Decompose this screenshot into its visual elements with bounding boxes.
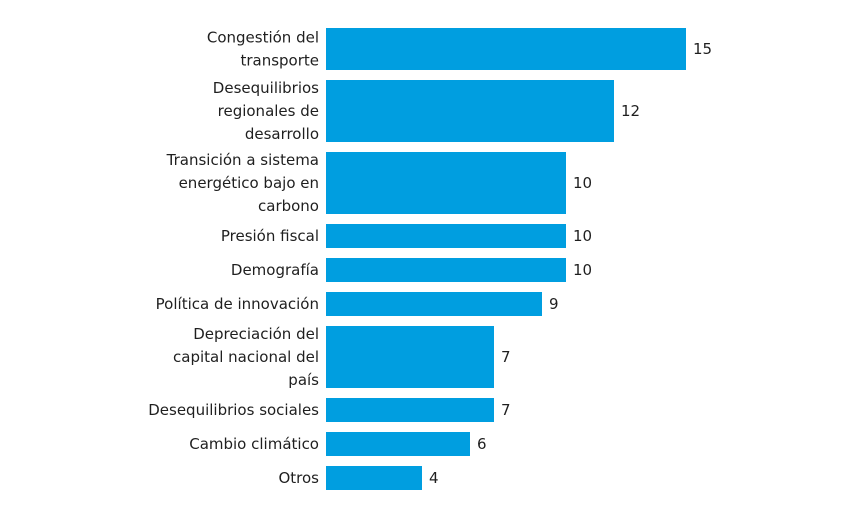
bar <box>326 28 686 70</box>
category-label: capital nacional del <box>173 348 319 366</box>
bar <box>326 326 494 388</box>
bar-value-label: 10 <box>573 174 592 192</box>
bar <box>326 398 494 422</box>
bar <box>326 80 614 142</box>
category-label: transporte <box>240 52 319 70</box>
category-label: país <box>288 371 319 389</box>
category-label: Demografía <box>231 261 319 279</box>
category-labels-layer: Congestión del transporte Desequilibrios re… <box>148 29 319 488</box>
category-label: Política de innovación <box>156 295 319 313</box>
bar <box>326 258 566 282</box>
category-label: Presión fiscal <box>221 227 319 245</box>
category-label: Transición a sistema <box>166 151 319 169</box>
bar <box>326 152 566 214</box>
bar <box>326 466 422 490</box>
bar-value-label: 10 <box>573 227 592 245</box>
bar-value-label: 7 <box>501 348 511 366</box>
bar-value-label: 4 <box>429 469 439 487</box>
bar-value-label: 12 <box>621 102 640 120</box>
bar <box>326 432 470 456</box>
bar-value-label: 7 <box>501 401 511 419</box>
category-label: energético bajo en <box>179 174 319 192</box>
category-label: desarrollo <box>245 125 319 143</box>
category-label: Desequilibrios <box>213 79 319 97</box>
category-label: Cambio climático <box>189 435 319 453</box>
bars-layer <box>326 28 686 490</box>
category-label: Otros <box>278 469 319 487</box>
category-label: regionales de <box>218 102 319 120</box>
bar-value-label: 10 <box>573 261 592 279</box>
bar-value-label: 15 <box>693 40 712 58</box>
bar-value-label: 9 <box>549 295 559 313</box>
bar-value-label: 6 <box>477 435 487 453</box>
category-label: Congestión del <box>207 29 319 47</box>
category-label: Depreciación del <box>193 325 319 343</box>
bar <box>326 292 542 316</box>
bar <box>326 224 566 248</box>
category-label: Desequilibrios sociales <box>148 401 319 419</box>
category-label: carbono <box>258 197 319 215</box>
